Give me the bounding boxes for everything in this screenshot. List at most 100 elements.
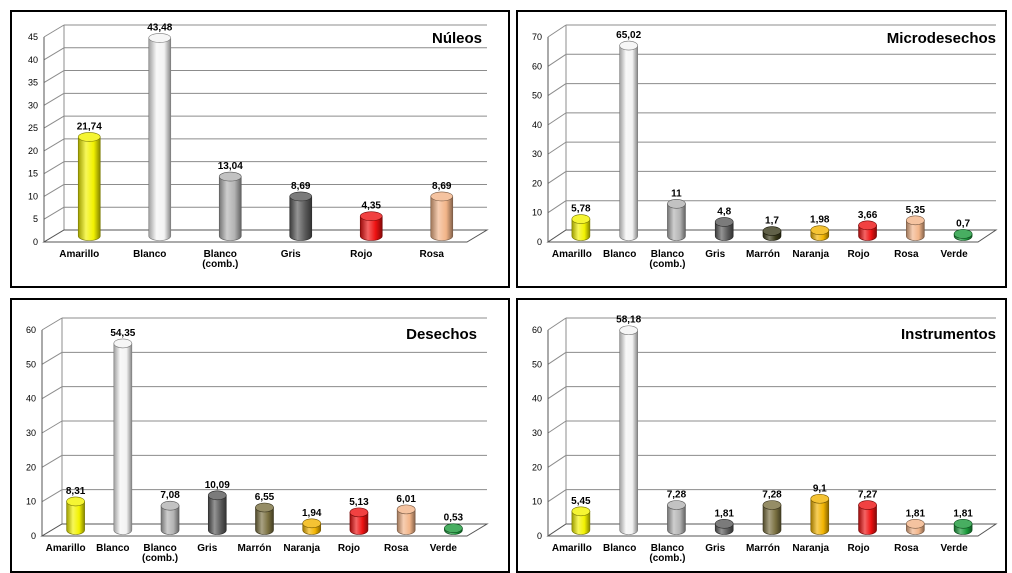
data-label: 21,74 bbox=[77, 121, 102, 132]
y-tick-label: 0 bbox=[31, 531, 36, 541]
bar-naranja bbox=[810, 493, 830, 535]
bar-marron bbox=[255, 502, 274, 535]
data-label: 8,69 bbox=[432, 181, 452, 192]
x-tick-label: Blanco (comb.) bbox=[649, 249, 685, 270]
bar-rosa bbox=[430, 191, 454, 241]
bar-top bbox=[77, 132, 101, 142]
x-tick-label: Naranja bbox=[283, 543, 320, 554]
y-tick-label: 40 bbox=[26, 394, 36, 404]
bar-marron bbox=[762, 226, 782, 241]
gridline-side bbox=[43, 70, 65, 83]
y-tick-label: 20 bbox=[26, 462, 36, 472]
y-tick-label: 15 bbox=[28, 169, 38, 179]
x-tick-label: Verde bbox=[940, 543, 968, 554]
bar-blanco bbox=[218, 171, 242, 241]
bar-amarillo bbox=[77, 132, 101, 241]
data-label: 7,28 bbox=[667, 490, 687, 501]
y-tick-label: 30 bbox=[28, 100, 38, 110]
x-tick-label: Verde bbox=[940, 249, 968, 260]
bar-body bbox=[113, 343, 133, 535]
bar-verde bbox=[953, 518, 973, 535]
bar-rojo bbox=[349, 507, 369, 535]
bar-body bbox=[667, 504, 686, 535]
y-tick-label: 70 bbox=[532, 32, 542, 42]
bar-body bbox=[858, 504, 877, 535]
data-label: 6,01 bbox=[396, 494, 416, 505]
bar-rojo bbox=[359, 211, 383, 241]
bar-top bbox=[810, 493, 830, 504]
bar-top bbox=[667, 500, 686, 510]
chart-desechos: 0 10 20 30 40 50 60 Desechos 8,31 Amarillo 54,35 Bl… bbox=[26, 317, 489, 564]
y-tick-label: 0 bbox=[537, 531, 542, 541]
bar-gris bbox=[714, 217, 734, 241]
gridline-side bbox=[547, 454, 567, 468]
gridline-side bbox=[43, 206, 65, 220]
chart-title: Desechos bbox=[406, 326, 477, 343]
x-tick-label: Rosa bbox=[894, 249, 919, 260]
bar-top bbox=[160, 500, 180, 511]
gridline-side bbox=[547, 200, 567, 214]
bar-top bbox=[906, 215, 925, 226]
bar-blanco bbox=[113, 338, 133, 535]
y-tick-label: 30 bbox=[26, 428, 36, 438]
bar-top bbox=[148, 33, 172, 43]
chart-nucleos: 0 5 10 15 20 25 30 35 40 45 Núleos 21,74 Amarillo 43,… bbox=[28, 22, 489, 270]
data-label: 1,94 bbox=[302, 508, 322, 519]
bar-body bbox=[349, 512, 369, 535]
bar-body bbox=[619, 45, 638, 241]
bar-top bbox=[218, 171, 242, 182]
bar-gris bbox=[289, 191, 313, 241]
data-label: 0,53 bbox=[444, 513, 464, 524]
x-tick-label: Marrón bbox=[746, 249, 780, 260]
bar-amarillo bbox=[571, 506, 591, 535]
data-label: 1,81 bbox=[953, 508, 973, 519]
x-tick-label: Blanco (comb.) bbox=[649, 543, 685, 564]
bar-top bbox=[207, 490, 227, 501]
data-label: 1,81 bbox=[906, 508, 926, 519]
data-label: 5,35 bbox=[906, 205, 926, 216]
bar-rosa bbox=[906, 518, 925, 535]
chart-panel-instrumentos: 0 10 20 30 40 50 60 Instrumentos 5,45 Amarillo 58,… bbox=[516, 298, 1007, 573]
x-tick-label: Rojo bbox=[847, 543, 869, 554]
x-tick-label: Marrón bbox=[746, 543, 780, 554]
y-tick-label: 20 bbox=[28, 146, 38, 156]
bar-top bbox=[858, 220, 877, 231]
y-tick-label: 40 bbox=[532, 120, 542, 130]
data-label: 65,02 bbox=[616, 30, 641, 41]
bar-body bbox=[396, 509, 416, 535]
bar-body bbox=[77, 136, 101, 241]
y-tick-label: 45 bbox=[28, 32, 38, 42]
data-label: 4,8 bbox=[717, 206, 731, 217]
y-tick-label: 10 bbox=[28, 191, 38, 201]
y-tick-label: 0 bbox=[33, 237, 38, 247]
data-label: 6,55 bbox=[255, 492, 275, 503]
y-tick-label: 40 bbox=[532, 394, 542, 404]
bar-blanco bbox=[160, 500, 180, 535]
chart-panel-nucleos: 0 5 10 15 20 25 30 35 40 45 Núleos 21,74 Amarillo 43,… bbox=[10, 10, 510, 288]
bar-top bbox=[66, 496, 85, 507]
y-tick-label: 0 bbox=[537, 237, 542, 247]
bar-amarillo bbox=[66, 496, 85, 535]
x-tick-label: Rojo bbox=[350, 249, 372, 260]
gridline-side bbox=[547, 171, 567, 184]
bar-rosa bbox=[396, 504, 416, 535]
x-tick-label: Gris bbox=[705, 249, 725, 260]
data-label: 43,48 bbox=[147, 22, 172, 33]
bar-amarillo bbox=[571, 214, 591, 241]
data-label: 5,13 bbox=[349, 497, 369, 508]
gridline-side bbox=[547, 386, 567, 400]
data-label: 10,09 bbox=[205, 480, 230, 491]
bar-top bbox=[858, 500, 877, 510]
bar-top bbox=[113, 338, 133, 349]
chart-title: Microdesechos bbox=[887, 30, 996, 47]
bar-top bbox=[714, 518, 734, 529]
chart-panel-desechos: 0 10 20 30 40 50 60 Desechos 8,31 Amarillo 54,35 Bl… bbox=[10, 298, 510, 573]
bar-rosa bbox=[906, 215, 925, 241]
data-label: 7,28 bbox=[762, 490, 782, 501]
data-label: 5,78 bbox=[571, 204, 591, 215]
bar-body bbox=[255, 507, 274, 535]
bar-verde bbox=[953, 229, 973, 241]
bar-rojo bbox=[858, 220, 877, 241]
bar-top bbox=[906, 518, 925, 529]
bar-top bbox=[619, 40, 638, 51]
